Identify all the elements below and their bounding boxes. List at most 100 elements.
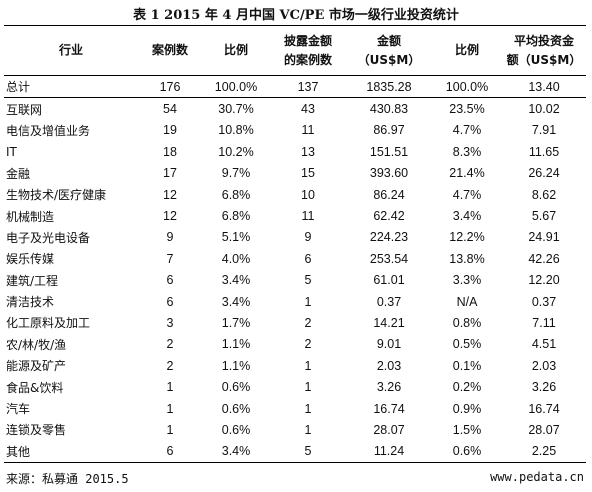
cell-ratio-amount: 0.2% xyxy=(452,380,482,395)
cell-cases: 1 xyxy=(166,401,174,416)
header-average: 平均投资金 额（US$M） xyxy=(502,26,586,76)
header-disclosed: 披露金额 的案例数 xyxy=(270,26,346,76)
cell-amount: 3.26 xyxy=(376,380,402,395)
table-row: 娱乐传媒 7 4.0% 6 253.54 13.8% 42.26 xyxy=(4,248,586,269)
investment-table: 行业 案例数 比例 披露金额 的案例数 金额 （US$M） 比例 平均投资金 额… xyxy=(4,25,586,464)
cell-ratio-cases: 0.6% xyxy=(221,422,251,437)
cell-average: 7.91 xyxy=(531,123,557,138)
cell-industry: 机械制造 xyxy=(6,209,55,224)
cell-average: 28.07 xyxy=(528,422,560,437)
cell-disclosed: 2 xyxy=(304,337,312,352)
cell-cases: 6 xyxy=(138,440,202,464)
cell-cases: 7 xyxy=(166,251,174,266)
cell-ratio-cases: 3.4% xyxy=(202,440,270,464)
header-ratio-cases: 比例 xyxy=(223,43,248,57)
cell-amount: 61.01 xyxy=(373,273,405,288)
table-row: 农/林/牧/渔 2 1.1% 2 9.01 0.5% 4.51 xyxy=(4,334,586,355)
table-row: 电信及增值业务 19 10.8% 11 86.97 4.7% 7.91 xyxy=(4,120,586,141)
cell-ratio-amount: 0.5% xyxy=(452,337,482,352)
cell-ratio-amount: 4.7% xyxy=(452,123,482,138)
header-disclosed-line2: 的案例数 xyxy=(283,52,332,67)
cell-cases: 12 xyxy=(163,187,177,202)
cell-disclosed: 1 xyxy=(304,294,312,309)
cell-ratio-cases: 4.0% xyxy=(221,251,251,266)
header-amount: 金额 （US$M） xyxy=(346,26,432,76)
cell-disclosed: 11 xyxy=(301,209,315,224)
cell-disclosed: 2 xyxy=(304,315,312,330)
cell-ratio-cases: 3.4% xyxy=(221,273,251,288)
cell-cases: 1 xyxy=(166,422,174,437)
cell-cases: 9 xyxy=(166,230,174,245)
cell-disclosed: 1 xyxy=(304,358,312,373)
cell-ratio-amount: 21.4% xyxy=(449,166,485,181)
cell-average: 4.51 xyxy=(531,337,557,352)
cell-amount: 0.37 xyxy=(376,294,402,309)
cell-ratio-amount: 0.1% xyxy=(452,358,482,373)
cell-disclosed: 137 xyxy=(270,75,346,99)
cell-ratio-cases: 3.4% xyxy=(221,294,251,309)
cell-amount: 14.21 xyxy=(373,315,405,330)
cell-cases: 3 xyxy=(166,315,174,330)
cell-amount: 151.51 xyxy=(369,144,409,159)
header-ratio-amount: 比例 xyxy=(454,43,479,57)
cell-amount: 16.74 xyxy=(373,401,405,416)
cell-average: 26.24 xyxy=(528,166,560,181)
cell-disclosed: 1 xyxy=(304,401,312,416)
cell-cases: 2 xyxy=(166,337,174,352)
cell-disclosed: 13 xyxy=(301,144,315,159)
cell-amount: 393.60 xyxy=(369,166,409,181)
cell-average: 11.65 xyxy=(528,144,560,159)
header-amount-line2: （US$M） xyxy=(357,52,421,67)
header-average-line1: 平均投资金 xyxy=(513,33,574,48)
cell-cases: 176 xyxy=(138,75,202,99)
cell-amount: 9.01 xyxy=(376,337,402,352)
cell-disclosed: 9 xyxy=(304,230,312,245)
table-row: 清洁技术 6 3.4% 1 0.37 N/A 0.37 xyxy=(4,291,586,312)
table-row: 电子及光电设备 9 5.1% 9 224.23 12.2% 24.91 xyxy=(4,227,586,248)
table-row: 互联网 54 30.7% 43 430.83 23.5% 10.02 xyxy=(4,98,586,120)
header-disclosed-line1: 披露金额 xyxy=(283,33,332,48)
website-note: www.pedata.cn xyxy=(490,470,584,484)
cell-industry: 娱乐传媒 xyxy=(6,252,55,267)
cell-amount: 62.42 xyxy=(373,209,405,224)
cell-ratio-cases: 1.7% xyxy=(221,315,251,330)
cell-industry: 食品&饮料 xyxy=(6,380,64,395)
cell-ratio-cases: 30.7% xyxy=(218,102,254,117)
cell-ratio-amount: 8.3% xyxy=(452,144,482,159)
cell-ratio-cases: 1.1% xyxy=(221,337,251,352)
cell-average: 10.02 xyxy=(528,102,560,117)
table-row: 其他 6 3.4% 5 11.24 0.6% 2.25 xyxy=(4,440,586,464)
cell-ratio-amount: 0.8% xyxy=(452,315,482,330)
cell-cases: 18 xyxy=(163,144,177,159)
table-row: 能源及矿产 2 1.1% 1 2.03 0.1% 2.03 xyxy=(4,355,586,376)
cell-ratio-cases: 9.7% xyxy=(221,166,251,181)
cell-industry: 能源及矿产 xyxy=(6,359,67,374)
cell-amount: 11.24 xyxy=(346,440,432,464)
cell-industry: 化工原料及加工 xyxy=(6,316,91,331)
cell-industry: IT xyxy=(6,144,17,159)
cell-industry: 其他 xyxy=(4,440,138,464)
cell-disclosed: 11 xyxy=(301,123,315,138)
cell-amount: 224.23 xyxy=(369,230,409,245)
cell-average: 8.62 xyxy=(531,187,557,202)
cell-disclosed: 5 xyxy=(304,273,312,288)
cell-cases: 1 xyxy=(166,380,174,395)
table-row: 汽车 1 0.6% 1 16.74 0.9% 16.74 xyxy=(4,398,586,419)
table-row: 机械制造 12 6.8% 11 62.42 3.4% 5.67 xyxy=(4,205,586,226)
cell-ratio-amount: 3.4% xyxy=(452,209,482,224)
cell-average: 12.20 xyxy=(528,273,560,288)
cell-ratio-cases: 6.8% xyxy=(221,209,251,224)
cell-industry: 电信及增值业务 xyxy=(6,123,91,138)
cell-ratio-amount: 4.7% xyxy=(452,187,482,202)
cell-disclosed: 1 xyxy=(304,422,312,437)
cell-average: 0.37 xyxy=(531,294,557,309)
header-cases: 案例数 xyxy=(151,43,188,57)
cell-ratio-amount: 100.0% xyxy=(432,75,502,99)
cell-ratio-cases: 10.8% xyxy=(218,123,254,138)
cell-industry: 农/林/牧/渔 xyxy=(6,337,67,352)
cell-average: 42.26 xyxy=(528,251,560,266)
cell-industry: 总计 xyxy=(4,75,138,99)
cell-amount: 430.83 xyxy=(369,102,409,117)
cell-disclosed: 6 xyxy=(304,251,312,266)
table-row-total: 总计 176 100.0% 137 1835.28 100.0% 13.40 xyxy=(4,75,586,99)
